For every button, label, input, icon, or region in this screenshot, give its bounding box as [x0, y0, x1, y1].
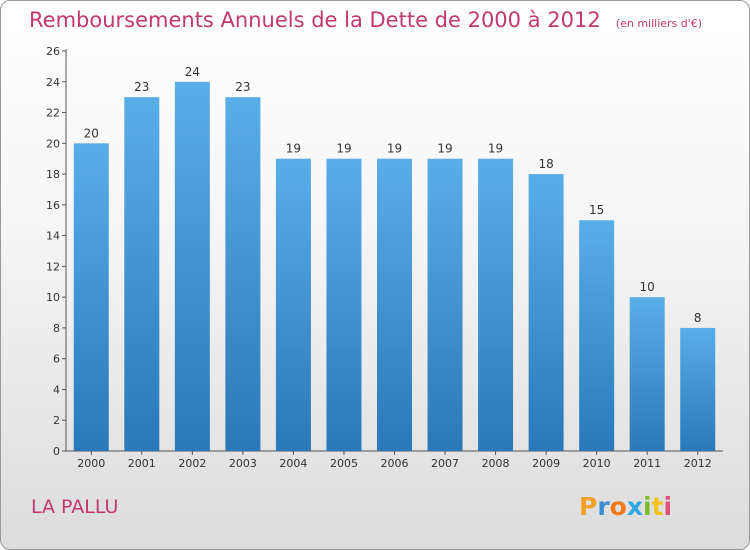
data-label: 23: [235, 80, 250, 94]
logo-letter: r: [597, 492, 610, 521]
bar-2005: [326, 158, 362, 451]
data-label: 8: [694, 311, 702, 325]
x-tick-label: 2012: [684, 457, 712, 470]
data-label: 19: [387, 142, 402, 156]
x-tick-label: 2005: [330, 457, 358, 470]
x-tick-label: 2009: [532, 457, 560, 470]
data-labels: 20 23 24 23 19 19 19 19 19 18 15 10 8: [84, 65, 702, 325]
x-tick-label: 2002: [178, 457, 206, 470]
bars: [73, 81, 716, 452]
x-tick-label: 2003: [229, 457, 257, 470]
x-tick-label: 2011: [633, 457, 661, 470]
bar-2001: [124, 97, 160, 452]
bar-2012: [680, 327, 716, 451]
y-tick-label: 2: [53, 414, 60, 427]
data-label: 19: [488, 142, 503, 156]
data-label: 10: [640, 280, 655, 294]
bar-2000: [73, 143, 109, 452]
x-tick-label: 2008: [482, 457, 510, 470]
logo-letter: i: [663, 492, 673, 521]
bar-2008: [478, 158, 514, 451]
y-tick-label: 16: [46, 199, 60, 212]
x-tick-label: 2006: [381, 457, 409, 470]
y-tick-label: 10: [46, 291, 60, 304]
bar-2004: [275, 158, 311, 451]
y-tick-label: 18: [46, 168, 60, 181]
bar-2002: [174, 81, 210, 452]
logo-letter: o: [609, 492, 627, 521]
x-tick-label: 2010: [583, 457, 611, 470]
y-tick-label: 24: [46, 76, 60, 89]
y-tick-label: 22: [46, 107, 60, 120]
data-label: 23: [134, 80, 149, 94]
commune-name: LA PALLU: [31, 496, 119, 518]
y-tick-label: 20: [46, 137, 60, 150]
bar-2007: [427, 158, 463, 451]
y-tick-label: 8: [53, 322, 60, 335]
x-tick-label: 2007: [431, 457, 459, 470]
x-tick-label: 2001: [128, 457, 156, 470]
y-tick-label: 6: [53, 353, 60, 366]
data-label: 18: [538, 157, 553, 171]
logo-letter: t: [651, 492, 664, 521]
data-label: 19: [437, 142, 452, 156]
bar-2010: [579, 220, 615, 451]
y-tick-label: 14: [46, 230, 60, 243]
data-label: 19: [286, 142, 301, 156]
logo-letter: P: [579, 492, 598, 521]
bar-2009: [528, 174, 564, 452]
title-block: Remboursements Annuels de la Dette de 20…: [29, 8, 702, 32]
y-tick-label: 4: [53, 383, 60, 396]
x-tick-label: 2004: [279, 457, 307, 470]
bar-2003: [225, 97, 261, 452]
bar-2006: [377, 158, 412, 451]
bar-2011: [629, 297, 665, 451]
y-tick-label: 0: [53, 445, 60, 458]
logo-letter: x: [626, 492, 643, 521]
chart-subtitle: (en milliers d'€): [615, 17, 703, 30]
data-label: 24: [185, 65, 200, 79]
data-label: 19: [336, 142, 351, 156]
y-tick-label: 12: [46, 260, 60, 273]
proxiti-logo: Proxiti: [579, 492, 672, 521]
data-label: 20: [84, 126, 99, 140]
logo-letter: i: [643, 492, 652, 521]
data-label: 15: [589, 203, 604, 217]
chart-title: Remboursements Annuels de la Dette de 20…: [29, 8, 601, 32]
x-tick-label: 2000: [77, 457, 105, 470]
y-tick-label: 26: [46, 45, 60, 58]
